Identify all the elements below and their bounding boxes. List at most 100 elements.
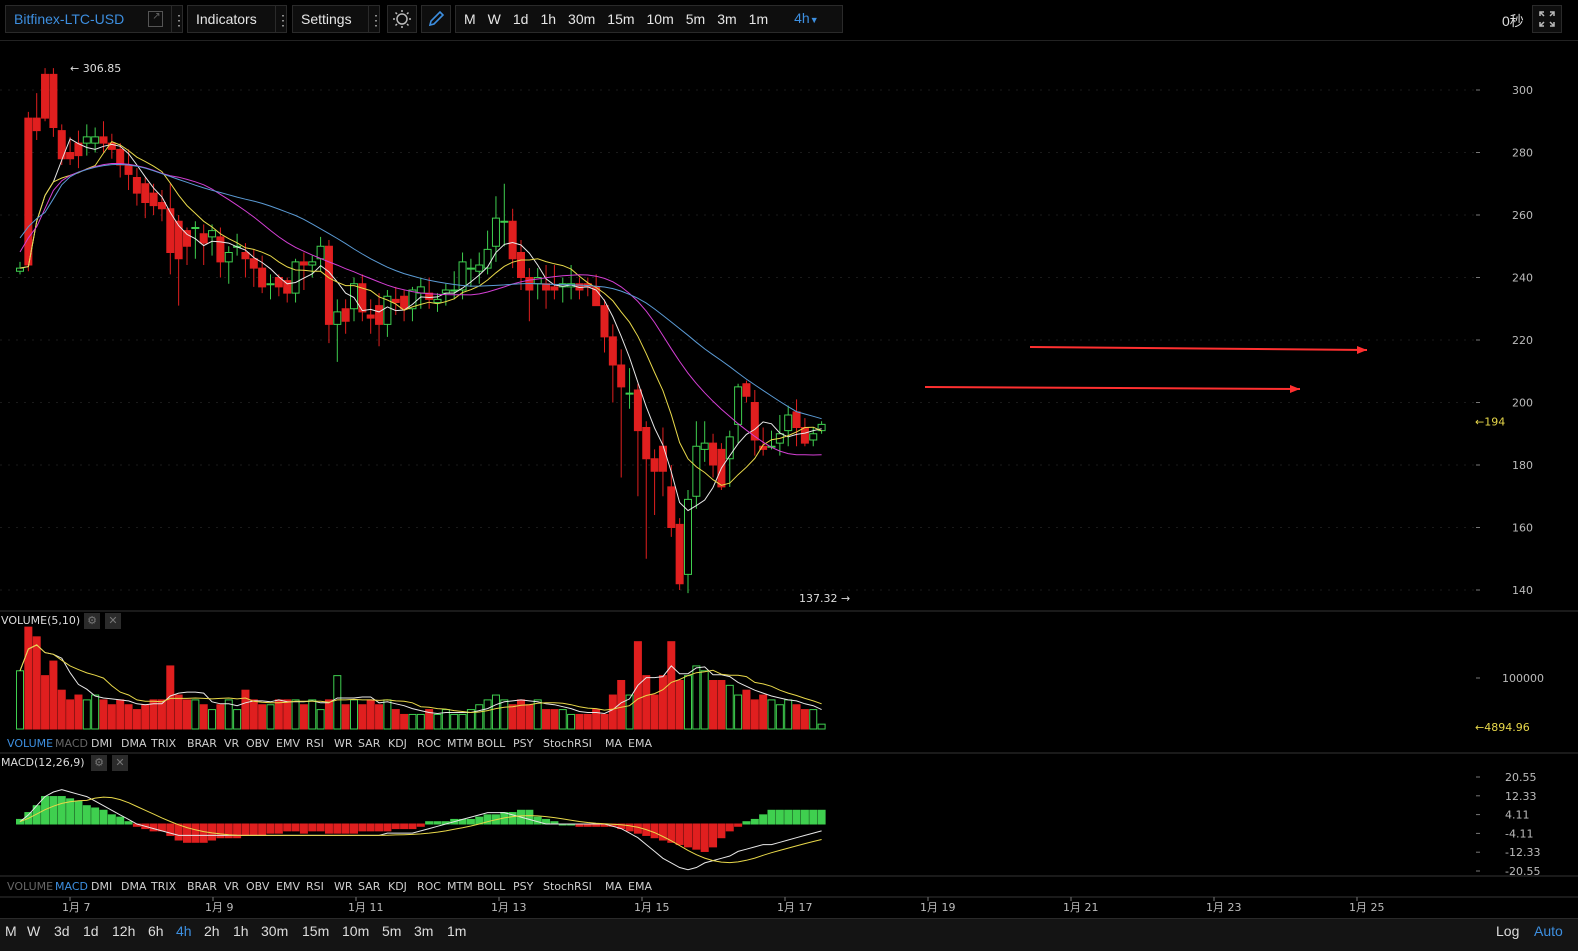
theme-toggle-button[interactable]: [387, 5, 417, 33]
indicator-tab-volume[interactable]: VOLUME: [7, 737, 54, 750]
indicator-tab-stochrsi[interactable]: StochRSI: [543, 880, 592, 893]
macd-histogram-bar: [767, 809, 776, 825]
candle-body: [66, 152, 75, 160]
bottom-period-3d[interactable]: 3d: [54, 923, 70, 939]
volume-bar: [533, 699, 542, 730]
bottom-period-12h[interactable]: 12h: [112, 923, 136, 939]
indicator-tab-obv[interactable]: OBV: [246, 737, 270, 750]
indicator-tab-stochrsi[interactable]: StochRSI: [543, 737, 592, 750]
indicator-tab-ma[interactable]: MA: [605, 737, 623, 750]
indicator-tab-macd[interactable]: MACD: [55, 737, 88, 750]
candle-body: [57, 130, 66, 160]
indicator-tab-kdj[interactable]: KDJ: [388, 880, 407, 893]
symbol-menu-icon[interactable]: ⋮: [171, 6, 186, 32]
indicator-tab-macd[interactable]: MACD: [55, 880, 88, 893]
period-w[interactable]: W: [487, 11, 501, 27]
candle-body: [650, 458, 659, 472]
draw-tool-button[interactable]: [421, 5, 451, 33]
indicator-tab-trix[interactable]: TRIX: [151, 737, 177, 750]
external-link-icon[interactable]: ↗: [148, 11, 163, 27]
bottom-period-1m[interactable]: 1m: [447, 923, 467, 939]
close-icon[interactable]: ✕: [105, 613, 121, 629]
indicator-tab-trix[interactable]: TRIX: [151, 880, 177, 893]
indicator-tab-dmi[interactable]: DMI: [91, 880, 113, 893]
indicator-tab-dma[interactable]: DMA: [121, 737, 147, 750]
bottom-period-4h[interactable]: 4h: [176, 923, 192, 939]
indicators-button[interactable]: Indicators ⋮: [187, 5, 290, 33]
indicator-tab-obv[interactable]: OBV: [246, 880, 270, 893]
period-5m[interactable]: 5m: [685, 11, 706, 27]
indicator-tab-roc[interactable]: ROC: [417, 880, 441, 893]
symbol-selector[interactable]: Bitfinex-LTC-USD ↗ ⋮: [5, 5, 186, 33]
bottom-period-30m[interactable]: 30m: [261, 923, 289, 939]
period-3m[interactable]: 3m: [717, 11, 737, 27]
indicator-tab-dmi[interactable]: DMI: [91, 737, 113, 750]
log-scale-toggle[interactable]: Log: [1496, 923, 1520, 939]
bottom-period-5m[interactable]: 5m: [382, 923, 402, 939]
period-1d[interactable]: 1d: [512, 11, 529, 27]
bottom-period-2h[interactable]: 2h: [204, 923, 220, 939]
settings-menu-icon[interactable]: ⋮: [368, 6, 383, 32]
indicator-tab-rsi[interactable]: RSI: [306, 737, 324, 750]
indicator-tab-psy[interactable]: PSY: [513, 880, 534, 893]
macd-histogram-bar: [166, 823, 175, 836]
period-30m[interactable]: 30m: [568, 11, 596, 27]
indicator-tab-ma[interactable]: MA: [605, 880, 623, 893]
indicator-tab-boll[interactable]: BOLL: [477, 880, 506, 893]
period-10m[interactable]: 10m: [646, 11, 674, 27]
candle-body: [500, 220, 509, 223]
close-icon[interactable]: ✕: [112, 755, 128, 771]
volume-bar: [408, 713, 417, 730]
indicator-tab-dma[interactable]: DMA: [121, 880, 147, 893]
indicator-tab-psy[interactable]: PSY: [513, 737, 534, 750]
symbol-label[interactable]: Bitfinex-LTC-USD: [14, 11, 125, 27]
bottom-period-6h[interactable]: 6h: [148, 923, 164, 939]
indicator-tab-vr[interactable]: VR: [224, 880, 240, 893]
indicator-tab-sar[interactable]: SAR: [358, 737, 381, 750]
period-15m[interactable]: 15m: [607, 11, 635, 27]
bottom-period-w[interactable]: W: [27, 923, 41, 939]
candle-body: [32, 117, 41, 132]
price-chart[interactable]: 300 280 260 240 220 200 180 160 140 ←194 ← 306.85…: [0, 40, 1578, 920]
indicator-tab-ema[interactable]: EMA: [628, 737, 652, 750]
candle-body: [391, 298, 400, 303]
indicator-tab-emv[interactable]: EMV: [276, 880, 300, 893]
indicators-menu-icon[interactable]: ⋮: [275, 6, 290, 32]
bottom-period-1d[interactable]: 1d: [83, 923, 99, 939]
indicator-tab-brar[interactable]: BRAR: [187, 737, 217, 750]
indicator-tab-mtm[interactable]: MTM: [447, 880, 473, 893]
date-tick-label: 1月 25: [1349, 901, 1385, 914]
indicator-tab-brar[interactable]: BRAR: [187, 880, 217, 893]
bottom-period-15m[interactable]: 15m: [302, 923, 330, 939]
auto-scale-toggle[interactable]: Auto: [1534, 923, 1563, 939]
period-m-upper[interactable]: M: [464, 11, 476, 27]
bottom-period-10m[interactable]: 10m: [342, 923, 370, 939]
indicator-tab-rsi[interactable]: RSI: [306, 880, 324, 893]
gear-icon[interactable]: ⚙: [91, 755, 107, 771]
indicator-tab-wr[interactable]: WR: [334, 880, 353, 893]
settings-button[interactable]: Settings ⋮: [292, 5, 383, 33]
candle-body: [316, 245, 325, 260]
macd-histogram-bar: [350, 823, 358, 834]
indicator-tab-wr[interactable]: WR: [334, 737, 353, 750]
volume-bar: [132, 709, 141, 730]
gear-icon[interactable]: ⚙: [84, 613, 100, 629]
indicator-tab-ema[interactable]: EMA: [628, 880, 652, 893]
period-active-dropdown[interactable]: 4h▼: [788, 5, 825, 33]
bottom-period-m[interactable]: M: [5, 923, 17, 939]
indicator-tab-roc[interactable]: ROC: [417, 737, 441, 750]
indicator-tab-emv[interactable]: EMV: [276, 737, 300, 750]
indicator-tab-kdj[interactable]: KDJ: [388, 737, 407, 750]
indicator-tab-boll[interactable]: BOLL: [477, 737, 506, 750]
period-1h[interactable]: 1h: [540, 11, 557, 27]
fullscreen-button[interactable]: [1532, 5, 1562, 33]
macd-histogram-bar: [241, 823, 250, 836]
bottom-period-3m[interactable]: 3m: [414, 923, 434, 939]
bottom-period-1h[interactable]: 1h: [233, 923, 249, 939]
indicator-tab-volume[interactable]: VOLUME: [7, 880, 54, 893]
indicator-tab-mtm[interactable]: MTM: [447, 737, 473, 750]
indicator-tab-sar[interactable]: SAR: [358, 880, 381, 893]
indicator-tab-vr[interactable]: VR: [224, 737, 240, 750]
macd-histogram-bar: [709, 823, 718, 848]
period-1m[interactable]: 1m: [748, 11, 769, 27]
